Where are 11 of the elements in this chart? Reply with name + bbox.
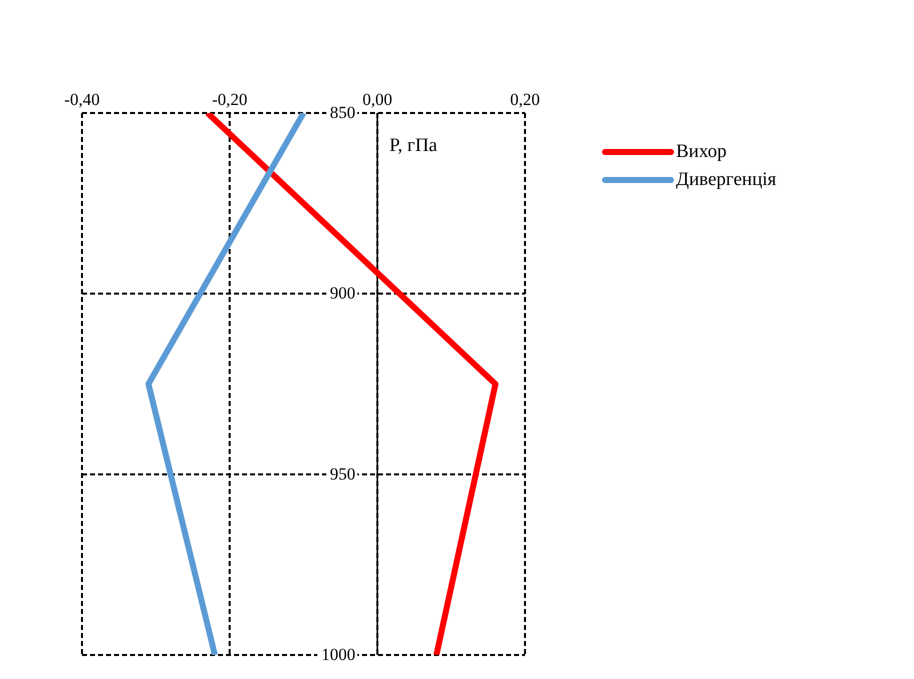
y-tick-label: 850 [330,103,356,122]
legend-label: Дивергенція [676,169,776,191]
y-tick-label: 900 [330,284,356,303]
y-tick-label: 1000 [321,645,356,664]
x-tick-label: 0,00 [362,90,392,109]
y-tick-label: 950 [330,464,356,484]
x-tick-label: -0,20 [212,90,248,109]
x-tick-label: -0,40 [64,90,100,109]
legend-label: Вихор [676,141,727,163]
x-tick-label: 0,20 [510,90,540,109]
y-axis-title: P, гПа [389,135,438,157]
